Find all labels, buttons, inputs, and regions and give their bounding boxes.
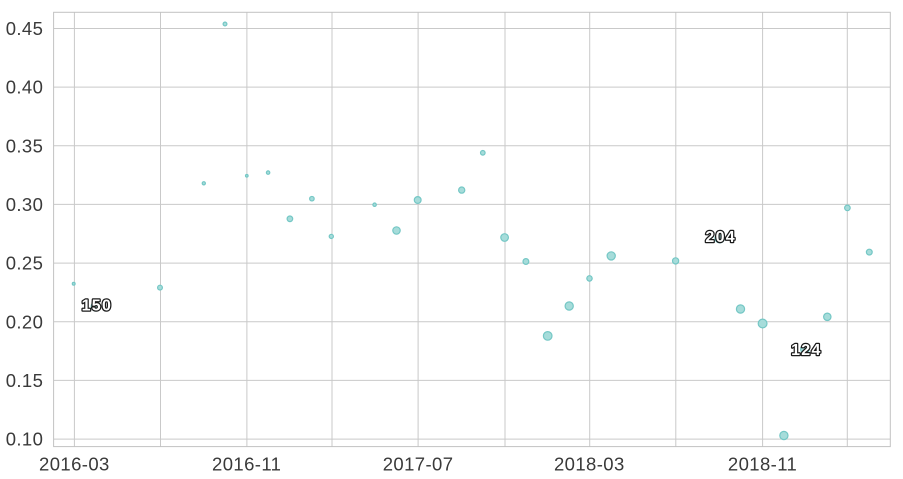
svg-text:0.10: 0.10 (6, 429, 44, 450)
svg-text:0.35: 0.35 (6, 135, 44, 156)
svg-text:0.15: 0.15 (6, 370, 44, 391)
svg-text:150: 150 (82, 297, 113, 314)
svg-text:0.45: 0.45 (6, 18, 44, 39)
svg-text:204: 204 (705, 229, 736, 246)
svg-text:2016-03: 2016-03 (39, 454, 110, 475)
svg-text:0.30: 0.30 (6, 194, 44, 215)
svg-text:0.20: 0.20 (6, 311, 44, 332)
svg-text:2016-11: 2016-11 (212, 454, 281, 475)
svg-text:2018-03: 2018-03 (554, 454, 625, 475)
svg-text:124: 124 (791, 342, 822, 359)
svg-text:2017-07: 2017-07 (383, 454, 454, 475)
svg-text:0.40: 0.40 (6, 77, 44, 98)
svg-text:0.25: 0.25 (6, 253, 44, 274)
svg-text:2018-11: 2018-11 (728, 454, 797, 475)
